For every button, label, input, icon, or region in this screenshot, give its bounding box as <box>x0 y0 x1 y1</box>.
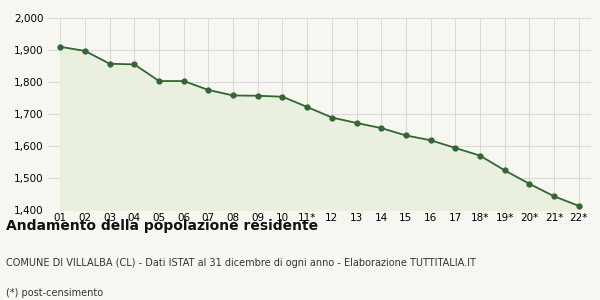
Text: COMUNE DI VILLALBA (CL) - Dati ISTAT al 31 dicembre di ogni anno - Elaborazione : COMUNE DI VILLALBA (CL) - Dati ISTAT al … <box>6 258 476 268</box>
Text: (*) post-censimento: (*) post-censimento <box>6 288 103 298</box>
Text: Andamento della popolazione residente: Andamento della popolazione residente <box>6 219 318 233</box>
